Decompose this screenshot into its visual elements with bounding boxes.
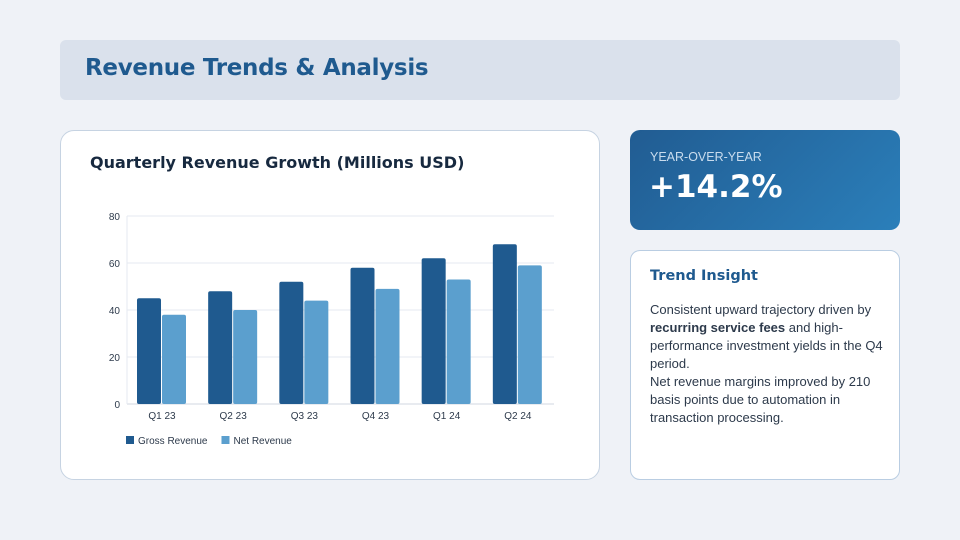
x-tick-label: Q3 23 <box>291 411 319 422</box>
yoy-card: YEAR-OVER-YEAR +14.2% <box>630 130 900 230</box>
chart-title: Quarterly Revenue Growth (Millions USD) <box>90 153 465 172</box>
x-tick-label: Q2 24 <box>504 411 532 422</box>
page-title: Revenue Trends & Analysis <box>85 55 429 81</box>
insight-text-2: and high-performance investment yields i… <box>650 320 883 371</box>
bar-net-revenue <box>375 288 400 404</box>
bar-gross-revenue <box>137 298 161 404</box>
x-tick-label: Q1 23 <box>148 411 176 422</box>
yoy-label: YEAR-OVER-YEAR <box>650 150 762 164</box>
y-tick-label: 40 <box>109 306 121 317</box>
insight-text: Consistent upward trajectory driven by r… <box>650 301 885 427</box>
x-tick-label: Q1 24 <box>433 411 461 422</box>
bar-net-revenue <box>304 300 329 404</box>
bar-net-revenue <box>446 279 471 404</box>
y-tick-label: 20 <box>109 353 121 364</box>
x-tick-label: Q4 23 <box>362 411 390 422</box>
page-header: Revenue Trends & Analysis <box>60 40 900 100</box>
y-tick-label: 60 <box>109 259 121 270</box>
y-tick-label: 80 <box>109 212 121 223</box>
y-tick-label: 0 <box>114 400 120 411</box>
yoy-value: +14.2% <box>649 169 783 205</box>
insight-title: Trend Insight <box>650 268 758 284</box>
legend-swatch <box>221 436 230 444</box>
bar-gross-revenue <box>350 267 375 404</box>
legend-label: Net Revenue <box>233 436 292 447</box>
bar-gross-revenue <box>492 244 517 404</box>
bar-net-revenue <box>233 310 258 404</box>
x-tick-label: Q2 23 <box>220 411 248 422</box>
insight-text-3: Net revenue margins improved by 210 basi… <box>650 374 871 425</box>
legend-swatch <box>126 436 134 444</box>
bar-net-revenue <box>162 314 186 404</box>
bar-gross-revenue <box>208 291 233 404</box>
insight-highlight: recurring service fees <box>650 320 786 335</box>
trend-insight-card: Trend Insight Consistent upward trajecto… <box>630 250 900 480</box>
bar-net-revenue <box>517 265 542 404</box>
bar-gross-revenue <box>279 281 304 404</box>
insight-text-1: Consistent upward trajectory driven by <box>650 302 872 317</box>
legend-label: Gross Revenue <box>138 436 208 447</box>
bar-gross-revenue <box>421 258 446 404</box>
